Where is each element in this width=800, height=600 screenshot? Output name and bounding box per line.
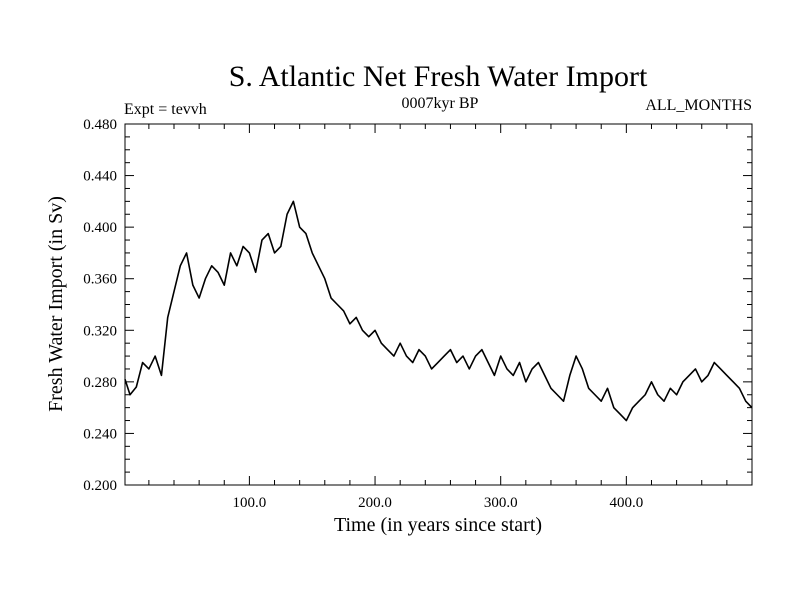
chart-title: S. Atlantic Net Fresh Water Import: [229, 60, 648, 93]
y-tick-label: 0.280: [83, 375, 117, 391]
x-tick-label: 400.0: [609, 495, 643, 511]
period-label: 0007kyr BP: [402, 95, 479, 112]
expt-label: Expt = tevvh: [124, 101, 207, 118]
x-tick-label: 200.0: [358, 495, 392, 511]
x-axis-label: Time (in years since start): [334, 514, 542, 536]
x-axis: 100.0 200.0 300.0 400.0: [148, 124, 753, 511]
plot-frame: [124, 123, 753, 486]
series-line: [124, 200, 753, 422]
y-axis-label: Fresh Water Import (in Sv): [45, 196, 67, 412]
y-tick-label: 0.360: [83, 272, 117, 288]
y-tick-label: 0.200: [83, 478, 117, 494]
y-tick-label: 0.480: [83, 117, 117, 133]
x-tick-label: 100.0: [233, 495, 267, 511]
y-tick-label: 0.240: [83, 426, 117, 442]
y-tick-label: 0.320: [83, 323, 117, 339]
y-axis: 0.200 0.240 0.280 0.320 0.360 0.400 0.440 0.480: [83, 117, 752, 494]
months-label: ALL_MONTHS: [645, 97, 752, 114]
y-tick-label: 0.440: [83, 169, 117, 185]
y-tick-label: 0.400: [83, 220, 117, 236]
x-tick-label: 300.0: [484, 495, 518, 511]
